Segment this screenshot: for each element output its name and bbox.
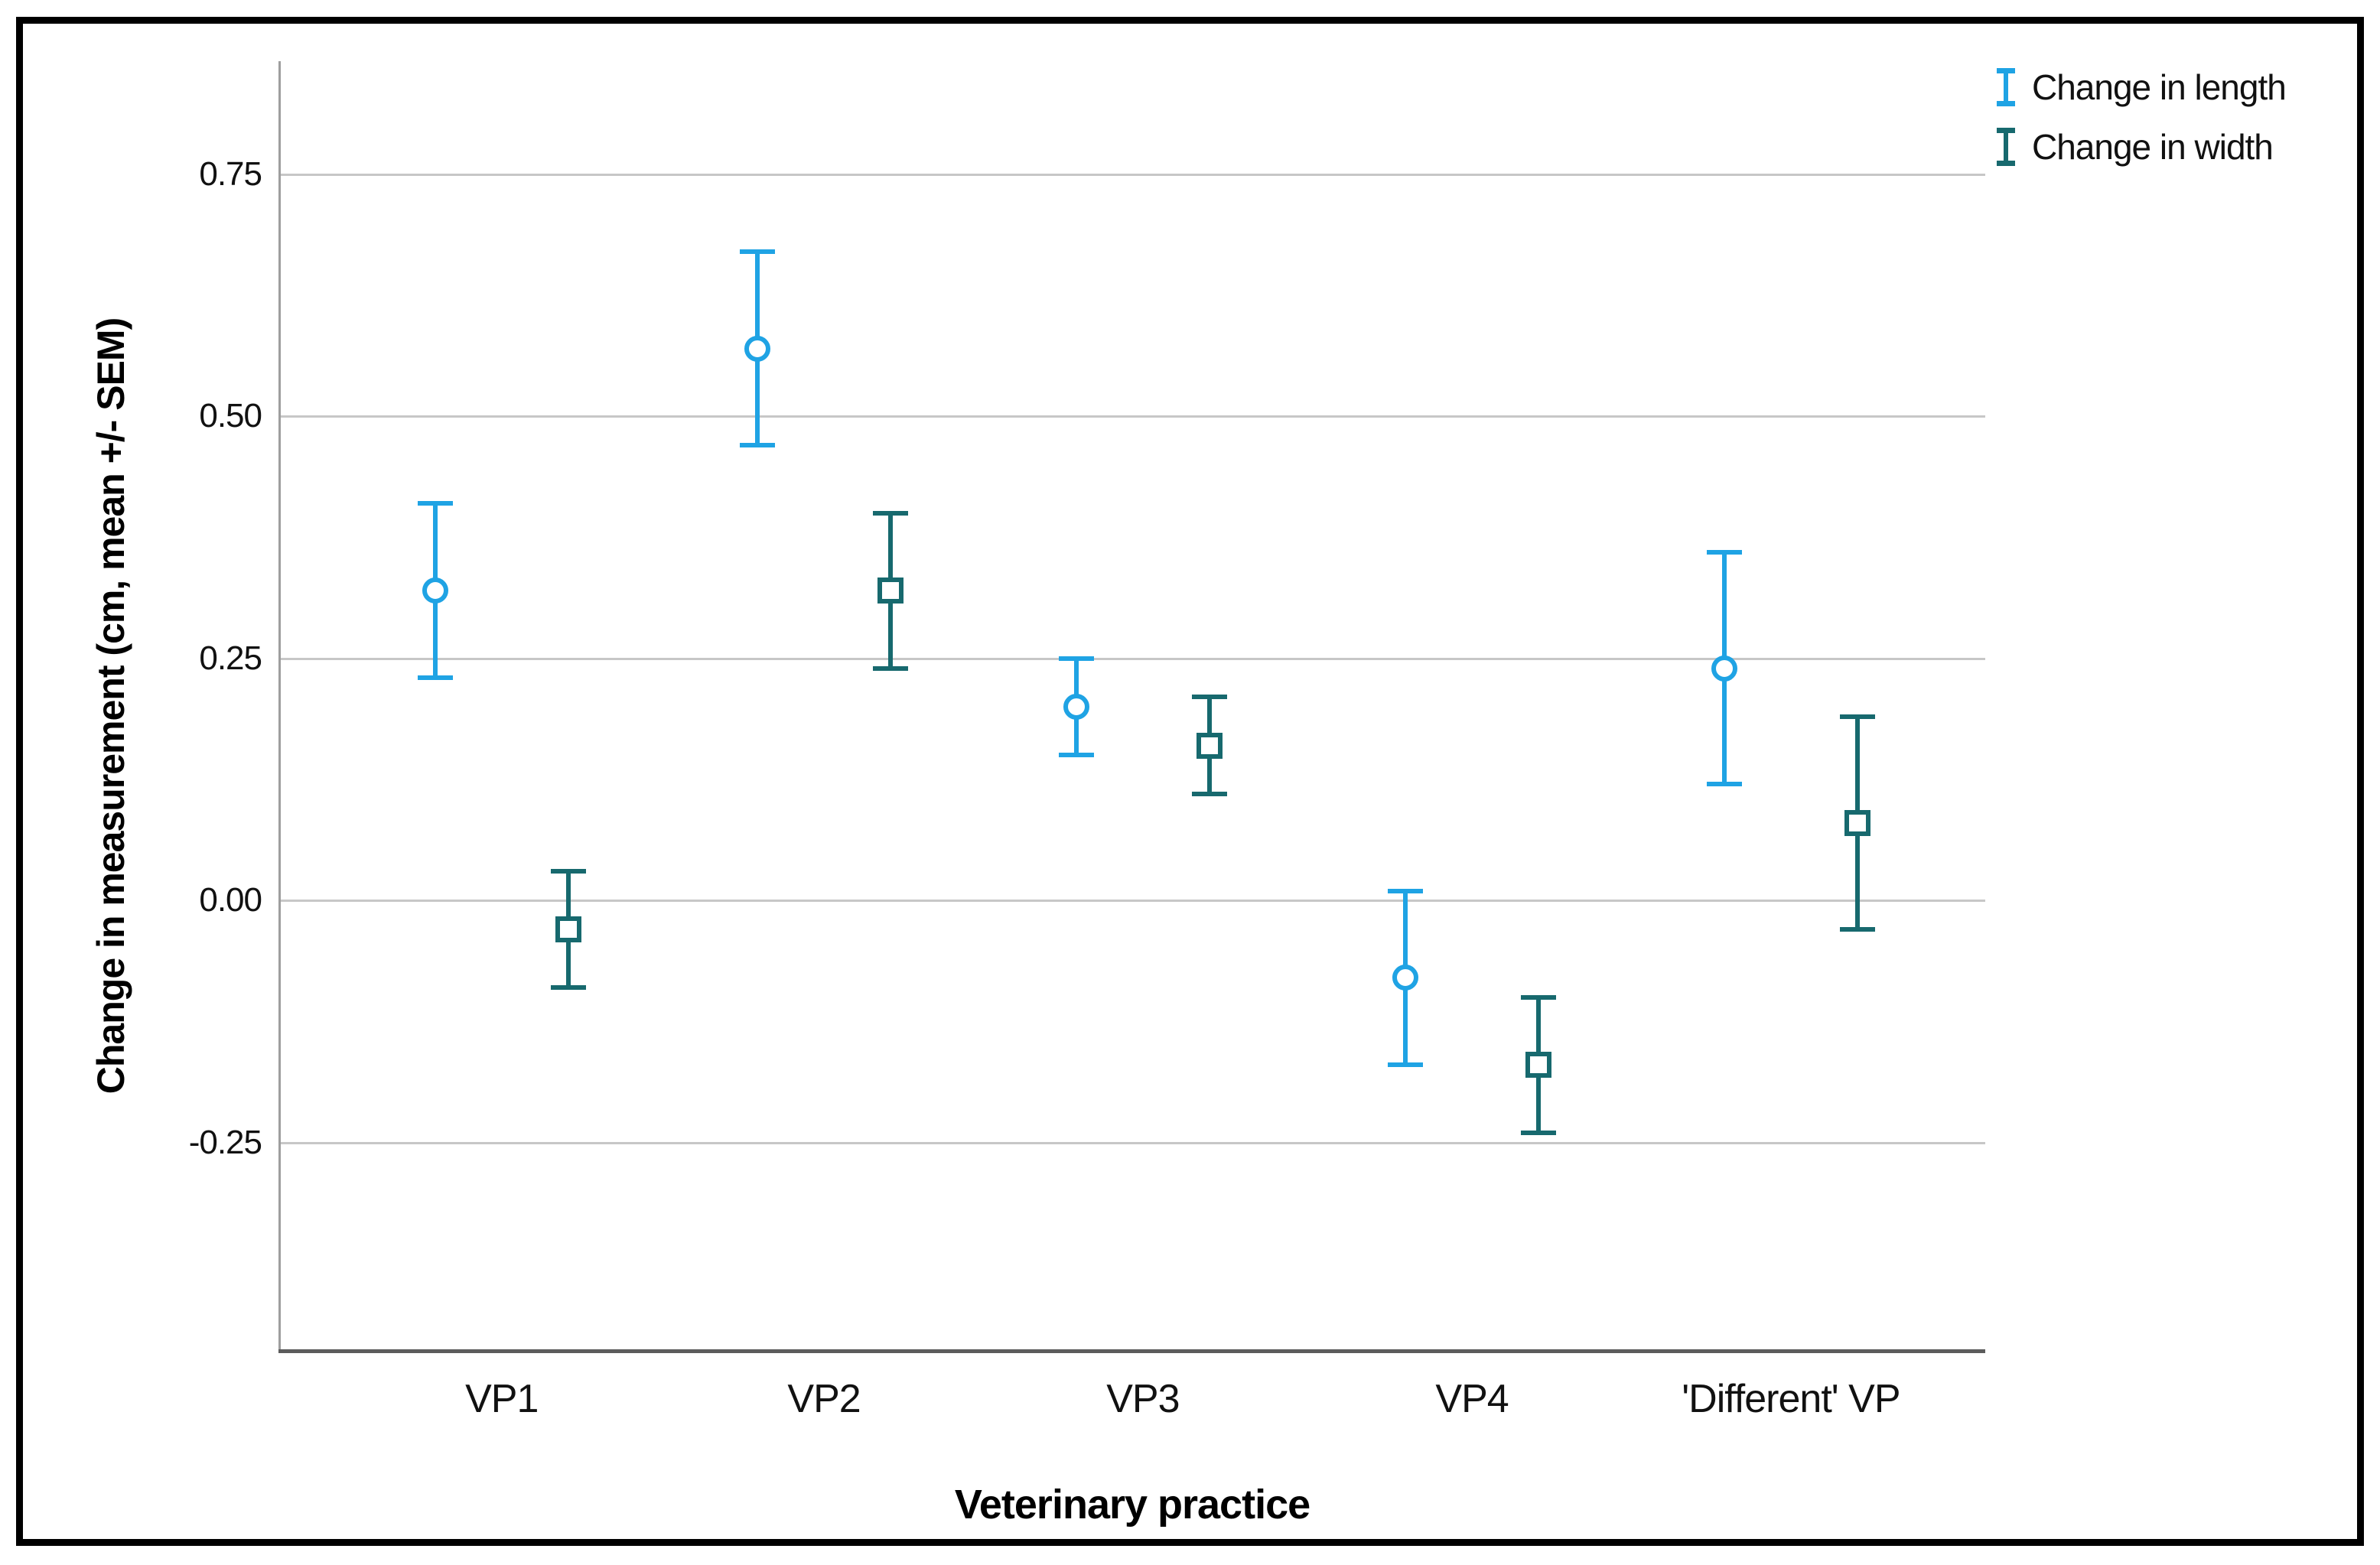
figure-frame: 0.75 0.50 0.25 0.00 -0.25 VP1 VP2 VP3 VP4 'Diffe… bbox=[16, 17, 2364, 1546]
gridline bbox=[280, 900, 1985, 903]
y-tick-label: 0.25 bbox=[199, 639, 262, 677]
mean-marker-circle bbox=[1392, 965, 1419, 991]
error-bar-cap bbox=[1388, 888, 1424, 893]
gridline bbox=[280, 1141, 1985, 1144]
y-axis-line bbox=[278, 61, 281, 1352]
mean-marker-circle bbox=[422, 578, 448, 604]
legend-item-width: Change in width bbox=[1997, 123, 2286, 171]
mean-marker-square bbox=[1844, 810, 1870, 836]
error-bar-cap bbox=[1706, 782, 1742, 787]
error-bar-cap bbox=[1706, 549, 1742, 555]
error-bar-cap bbox=[1521, 994, 1557, 1000]
error-bar-cap bbox=[1058, 656, 1094, 661]
legend-label-width: Change in width bbox=[2032, 127, 2274, 167]
error-bar-cap bbox=[1839, 714, 1875, 719]
mean-marker-circle bbox=[1711, 655, 1737, 682]
mean-marker-square bbox=[1525, 1052, 1552, 1079]
error-bar-cap bbox=[873, 511, 909, 516]
errorbar-width-icon bbox=[1997, 128, 2015, 166]
y-tick-label: 0.75 bbox=[199, 155, 262, 194]
x-category-label: VP4 bbox=[1435, 1377, 1509, 1421]
gridline bbox=[280, 415, 1985, 418]
y-tick-label: -0.25 bbox=[188, 1123, 262, 1161]
x-category-label: VP3 bbox=[1106, 1377, 1180, 1421]
error-bar-cap bbox=[550, 869, 586, 874]
y-axis-title: Change in measurement (cm, mean +/- SEM) bbox=[90, 317, 132, 1095]
legend-item-length: Change in length bbox=[1997, 63, 2287, 111]
error-bar-cap bbox=[1058, 753, 1094, 758]
error-bar-cap bbox=[1191, 695, 1227, 700]
y-tick-label: 0.50 bbox=[199, 397, 262, 435]
legend-label-length: Change in length bbox=[2032, 67, 2287, 107]
error-bar-cap bbox=[1521, 1130, 1557, 1135]
error-bar-cap bbox=[550, 985, 586, 991]
x-category-label: 'Different' VP bbox=[1682, 1377, 1900, 1421]
error-bar-cap bbox=[417, 501, 453, 506]
error-bar-cap bbox=[1191, 792, 1227, 797]
gridline bbox=[280, 657, 1985, 660]
plot-area bbox=[278, 61, 1985, 1353]
mean-marker-circle bbox=[1063, 694, 1089, 721]
error-bar-cap bbox=[417, 675, 453, 681]
error-bar-cap bbox=[1388, 1062, 1424, 1068]
errorbar-length-icon bbox=[1997, 68, 2015, 106]
mean-marker-square bbox=[877, 578, 904, 604]
mean-marker-square bbox=[555, 916, 581, 943]
x-category-label: VP1 bbox=[465, 1377, 539, 1421]
error-bar-cap bbox=[740, 443, 776, 448]
gridline bbox=[280, 174, 1985, 177]
x-category-label: VP2 bbox=[787, 1377, 861, 1421]
mean-marker-square bbox=[1196, 732, 1223, 759]
mean-marker-circle bbox=[744, 335, 771, 362]
error-bar-cap bbox=[1839, 927, 1875, 932]
x-axis-line bbox=[278, 1349, 1985, 1353]
error-bar-cap bbox=[740, 249, 776, 255]
y-tick-label: 0.00 bbox=[199, 881, 262, 919]
error-bar-cap bbox=[873, 665, 909, 671]
x-axis-title: Veterinary practice bbox=[954, 1482, 1310, 1528]
legend: Change in length Change in width bbox=[1997, 63, 2287, 183]
